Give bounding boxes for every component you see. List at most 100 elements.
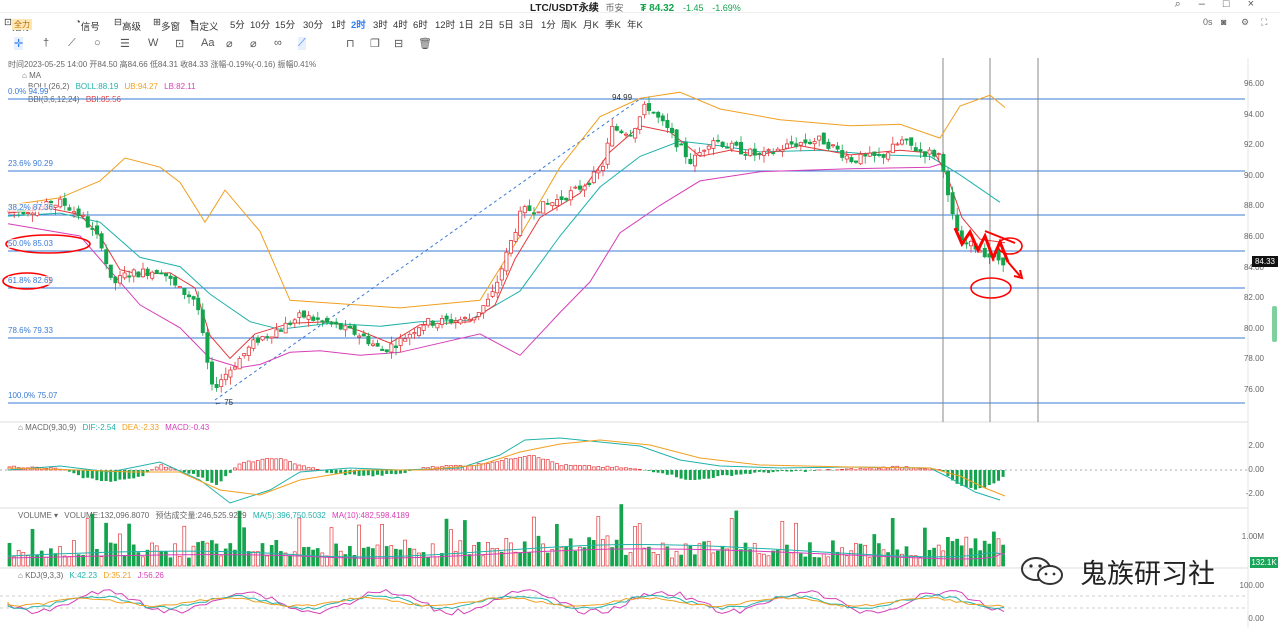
candle-body — [697, 152, 702, 156]
interval-1[interactable]: 10分 — [250, 20, 271, 31]
candle-body — [596, 170, 601, 174]
volume-bar — [835, 551, 840, 567]
candle-body — [720, 141, 725, 147]
volume-bar — [647, 546, 651, 567]
macd-bar — [904, 466, 909, 471]
interval-15[interactable]: 周K — [561, 20, 577, 31]
macd-bar — [362, 470, 366, 476]
interval-9[interactable]: 12时 — [435, 20, 456, 31]
macd-bar — [675, 470, 678, 478]
macd-collapse-icon[interactable]: ⌂ — [18, 423, 23, 432]
candle-body — [403, 338, 408, 342]
crosshair-tool-icon[interactable]: ✛ — [14, 37, 24, 50]
interval-0[interactable]: 5分 — [230, 20, 245, 31]
interval-16[interactable]: 月K — [583, 20, 599, 31]
copy-icon[interactable]: ❐ — [370, 38, 380, 50]
price-axis-scrollbar[interactable] — [1272, 306, 1277, 342]
interval-8[interactable]: 6时 — [413, 20, 428, 31]
interval-10[interactable]: 1日 — [459, 20, 474, 31]
volume-bar — [513, 551, 518, 567]
fullscreen-icon[interactable]: ⛶ — [1261, 17, 1268, 27]
volume-bar — [900, 553, 904, 567]
interval-7[interactable]: 4时 — [393, 20, 408, 31]
candle-body — [324, 317, 329, 323]
candle-body — [688, 158, 693, 164]
interval-2[interactable]: 15分 — [275, 20, 296, 31]
volume-bar — [610, 547, 614, 567]
trend-line-tool-icon[interactable]: ⟋ — [68, 37, 76, 49]
camera-icon[interactable]: ◙ — [1221, 17, 1227, 27]
interval-18[interactable]: 年K — [627, 20, 643, 31]
interval-12[interactable]: 5日 — [499, 20, 514, 31]
volume-bar — [936, 544, 941, 567]
wave-tool-icon[interactable]: W — [148, 37, 159, 49]
indicators-button[interactable]: ⊡ 指标 全力 — [4, 17, 32, 33]
candle-body — [131, 269, 136, 277]
settings-icon[interactable]: ⚙ — [1241, 17, 1250, 27]
vertical-line-tool-icon[interactable]: † — [43, 37, 50, 49]
interval-6[interactable]: 3时 — [373, 20, 388, 31]
volume-bar — [633, 525, 637, 567]
macd-bar — [890, 466, 895, 471]
interval-3[interactable]: 30分 — [303, 20, 324, 31]
lock-icon[interactable]: ⊓ — [346, 38, 355, 50]
macd-axis-bottom: -2.00 — [1245, 489, 1264, 498]
visibility-icon[interactable]: ⊟ — [394, 38, 404, 50]
interval-17[interactable]: 季K — [605, 20, 621, 31]
candle-body — [936, 153, 941, 155]
link-tool-icon[interactable]: ∞ — [274, 37, 282, 49]
candle-body — [637, 116, 642, 130]
close-icon[interactable]: × — [1247, 0, 1272, 10]
macd-bar — [550, 461, 555, 471]
custom-interval-button[interactable]: 自定义 ▾ — [190, 17, 219, 33]
parallel-tool-icon[interactable]: ☰ — [120, 38, 130, 50]
volume-axis-top: 1.00M — [1241, 532, 1264, 541]
candle-body — [573, 186, 578, 189]
volume-bar — [743, 542, 748, 567]
symbol-name[interactable]: LTC/USDT永续 — [530, 3, 599, 14]
macd-bar — [858, 467, 863, 471]
wechat-logo-icon — [1021, 557, 1063, 585]
lock-draw-tool-icon[interactable]: ⟋ — [298, 37, 306, 50]
text-tool-icon[interactable]: Aa — [201, 37, 215, 49]
kdj-collapse-icon[interactable]: ⌂ — [18, 571, 23, 580]
magnet-tool-icon[interactable]: ⌀ — [250, 38, 257, 50]
interval-14[interactable]: 1分 — [541, 20, 556, 31]
fib-trend-line — [214, 98, 641, 401]
volume-bar — [752, 543, 757, 567]
minimize-icon[interactable]: – — [1198, 0, 1223, 10]
candle-body — [53, 204, 58, 208]
candle-body — [104, 249, 109, 265]
candle-body — [775, 148, 780, 152]
candle-body — [393, 345, 398, 349]
candle-body — [191, 296, 196, 300]
delete-icon[interactable]: 🗑 — [418, 38, 432, 50]
macd-bar — [72, 470, 76, 474]
macd-bar — [918, 468, 923, 471]
macd-bar — [559, 465, 564, 471]
erase-tool-icon[interactable]: ⌀ — [226, 38, 233, 50]
macd-dea: DEA:-2.33 — [122, 423, 159, 432]
candle-body — [872, 151, 877, 156]
macd-bar — [1001, 470, 1005, 477]
candle-body — [927, 149, 932, 155]
interval-13[interactable]: 3日 — [519, 20, 534, 31]
advanced-button[interactable]: ⊟ 高级 — [114, 17, 141, 33]
circle-tool-icon[interactable]: ○ — [94, 37, 101, 49]
interval-11[interactable]: 2日 — [479, 20, 494, 31]
measure-tool-icon[interactable]: ⊡ — [175, 38, 185, 50]
interval-5[interactable]: 2时 — [351, 20, 366, 31]
search-icon[interactable]: ⌕ — [1174, 0, 1199, 10]
ma-indicator-label[interactable]: ⌂ MA — [22, 71, 42, 80]
maximize-icon[interactable]: □ — [1222, 0, 1248, 10]
volume-bar — [283, 552, 288, 567]
signal-button[interactable]: ◔ 信号 — [75, 17, 100, 33]
interval-4[interactable]: 1时 — [331, 20, 346, 31]
macd-bar — [951, 470, 954, 481]
macd-bar — [693, 470, 697, 480]
multi-window-button[interactable]: ⊞ 多窗 — [153, 17, 180, 33]
candle-body — [748, 148, 753, 156]
candle-body — [628, 134, 633, 137]
candle-body — [619, 130, 624, 134]
